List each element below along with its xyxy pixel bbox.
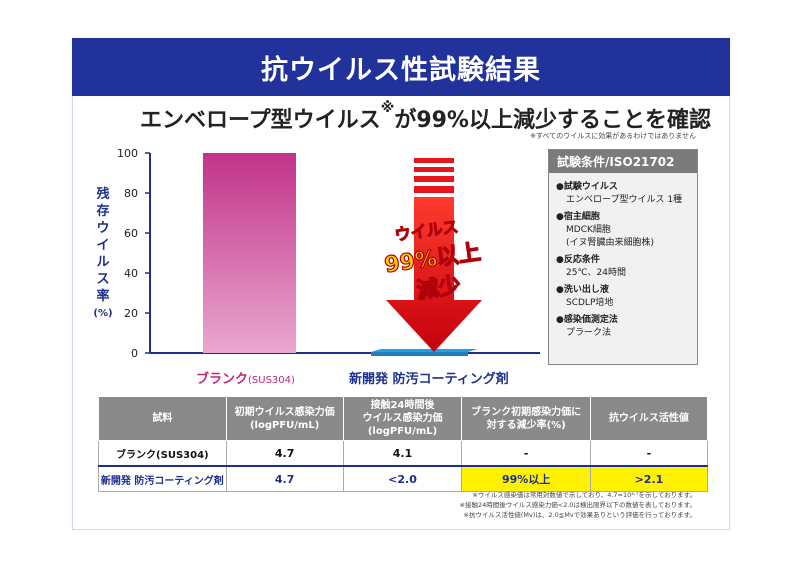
- arrow-text-1: ウイルス: [394, 217, 460, 245]
- table-cell-highlight: >2.1: [589, 465, 709, 492]
- y-tick-label: 20: [124, 307, 138, 320]
- table-row: 新開発 防汚コーティング剤 4.7 <2.0 99%以上 >2.1: [98, 465, 709, 492]
- condition-detail: プラーク法: [566, 328, 612, 338]
- condition-heading: ●洗い出し液: [556, 285, 609, 295]
- results-table: 試料 初期ウイルス感染力価 (logPFU/mL) 接触24時間後 ウイルス感染力価…: [98, 396, 709, 492]
- table-cell: 新開発 防汚コーティング剤: [98, 465, 227, 492]
- x-label-blank-sub: (SUS304): [248, 375, 295, 386]
- y-tick-label: 60: [124, 227, 138, 240]
- arrow-text-3: 減少: [415, 273, 462, 304]
- y-tick-label: 80: [124, 187, 138, 200]
- footnotes: ※ウイルス感染価は常用対数値で示しており、4.7=10⁴·⁷を示しております。 …: [460, 490, 696, 520]
- bar-blank: [203, 153, 296, 353]
- y-axis-label: 残 存 ウ イ ル ス 率 (%): [92, 186, 114, 322]
- subtitle: エンベロープ型ウイルス※が99%以上減少することを確認: [140, 100, 711, 134]
- conditions-list: ●試験ウイルスエンベロープ型ウイルス 1種 ●宿主細胞 MDCK細胞 (イヌ腎臓由来細…: [549, 173, 697, 340]
- table-header-row: 試料 初期ウイルス感染力価 (logPFU/mL) 接触24時間後 ウイルス感染力価…: [98, 396, 709, 441]
- condition-detail: SCDLP培地: [566, 298, 614, 308]
- footnote: ※抗ウイルス活性値(Mv)は、2.0≦Mvで効果ありという評価を行っております。: [463, 511, 696, 519]
- table-cell: ブランク(SUS304): [98, 440, 227, 467]
- y-label-char: ス: [96, 272, 110, 287]
- arrow-stripe: [414, 158, 454, 163]
- condition-detail: MDCK細胞: [566, 225, 611, 235]
- y-tick-label: 0: [131, 347, 138, 360]
- condition-heading: ●試験ウイルス: [556, 182, 618, 192]
- y-label-char: イ: [96, 238, 110, 253]
- table-row: ブランク(SUS304) 4.7 4.1 - -: [98, 440, 709, 467]
- table-header: 試料: [98, 396, 227, 441]
- y-label-char: 率: [96, 289, 110, 304]
- condition-detail: 25℃、24時間: [566, 268, 627, 278]
- arrow-stripe: [414, 186, 454, 193]
- condition-detail: (イヌ腎臓由来細胞株): [566, 238, 655, 248]
- x-label-blank-main: ブランク: [196, 372, 249, 387]
- table-header: 接触24時間後 ウイルス感染力価 (logPFU/mL): [342, 396, 463, 441]
- table-cell: -: [589, 440, 709, 467]
- y-label-char: 存: [96, 204, 110, 219]
- table-header: ブランク初期感染力価に 対する減少率(%): [461, 396, 591, 441]
- bar-coating-edge: [371, 352, 468, 356]
- y-label-char: (%): [93, 308, 113, 319]
- x-label-coating: 新開発 防汚コーティング剤: [349, 372, 509, 387]
- x-label-blank: ブランク(SUS304): [196, 368, 295, 387]
- y-tick-label: 100: [117, 147, 138, 160]
- arrow-caption: ウイルス 99%以上 減少: [382, 216, 482, 304]
- table-header: 初期ウイルス感染力価 (logPFU/mL): [225, 396, 344, 441]
- condition-heading: ●感染価測定法: [556, 315, 618, 325]
- condition-heading: ●反応条件: [556, 255, 600, 265]
- table-cell-highlight: 99%以上: [461, 465, 591, 492]
- bar-coating: [371, 349, 478, 352]
- condition-heading: ●宿主細胞: [556, 212, 600, 222]
- footnote: ※接触24時間後ウイルス感染力価<2.0は検出限界以下の数値を表しております。: [459, 501, 696, 509]
- subtitle-rest: が99%以上減少することを確認: [394, 108, 711, 133]
- conditions-title: 試験条件/ISO21702: [549, 150, 697, 173]
- y-label-char: 残: [96, 187, 110, 202]
- y-label-char: ル: [96, 255, 110, 270]
- test-conditions-box: 試験条件/ISO21702 ●試験ウイルスエンベロープ型ウイルス 1種 ●宿主細胞…: [548, 149, 698, 365]
- arrow-stripe: [414, 167, 454, 172]
- arrow-stripe: [414, 176, 454, 182]
- condition-detail: エンベロープ型ウイルス 1種: [566, 195, 683, 205]
- y-label-char: ウ: [96, 221, 110, 236]
- table-cell: <2.0: [342, 465, 463, 492]
- table-cell: 4.7: [225, 440, 344, 467]
- y-tick-label: 40: [124, 267, 138, 280]
- top-note: ※すべてのウイルスに効果があるわけではありません: [530, 132, 696, 140]
- table-header: 抗ウイルス活性値: [589, 396, 709, 441]
- reduction-arrow: [386, 158, 482, 352]
- footnote: ※ウイルス感染価は常用対数値で示しており、4.7=10⁴·⁷を示しております。: [472, 491, 696, 499]
- title-bar: 抗ウイルス性試験結果: [72, 38, 730, 96]
- table-cell: -: [461, 440, 591, 467]
- subtitle-main: エンベロープ型ウイルス: [140, 108, 381, 133]
- subtitle-mark: ※: [380, 100, 395, 116]
- table-cell: 4.7: [225, 465, 344, 492]
- page-title: 抗ウイルス性試験結果: [261, 54, 541, 86]
- table-cell: 4.1: [342, 440, 463, 467]
- arrow-body: [386, 197, 482, 352]
